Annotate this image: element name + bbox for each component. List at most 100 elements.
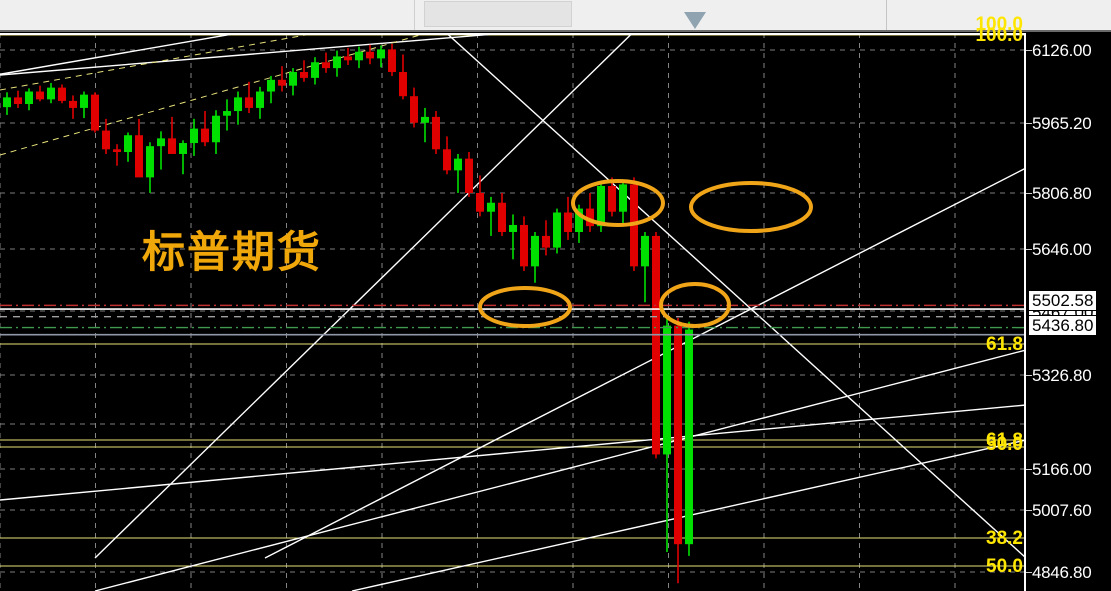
candle-body xyxy=(641,235,649,267)
price-axis-tick xyxy=(1026,123,1032,124)
price-tag: 5502.58 xyxy=(1028,290,1098,311)
price-tag: 5436.80 xyxy=(1028,315,1098,336)
toolbar[interactable] xyxy=(0,0,1111,32)
candle-body xyxy=(454,158,462,171)
candle-body xyxy=(278,79,286,86)
candle-body xyxy=(322,62,330,69)
candle-body xyxy=(487,202,495,212)
candle-body xyxy=(300,72,308,78)
candle-body xyxy=(663,325,671,455)
price-axis-tick xyxy=(1026,249,1032,250)
cursor-marker-icon xyxy=(684,12,706,29)
candle-body xyxy=(509,224,517,233)
candle-body xyxy=(58,87,66,101)
candlestick-chart xyxy=(0,33,1026,591)
candle-body xyxy=(443,149,451,171)
toolbar-separator-left xyxy=(414,0,415,30)
fib-level-label: 100.0 xyxy=(975,25,1023,46)
candle-body xyxy=(432,116,440,150)
candle-body xyxy=(553,212,561,248)
fib-level-label: 50.0 xyxy=(986,434,1023,455)
candle-body xyxy=(135,135,143,178)
candle-series xyxy=(3,43,693,584)
ellipse-support-right xyxy=(659,282,731,328)
dashed-channel-lines xyxy=(0,33,421,156)
candle-body xyxy=(674,325,682,545)
candle-body xyxy=(146,146,154,178)
candle-body xyxy=(157,138,165,147)
candle-body xyxy=(69,100,77,108)
chart-plot-area[interactable] xyxy=(0,33,1026,591)
candle-body xyxy=(256,91,264,108)
candle-body xyxy=(619,184,627,212)
candle-body xyxy=(564,212,572,233)
price-axis-label: 5007.60 xyxy=(1032,501,1092,520)
candle-body xyxy=(410,96,418,123)
candle-body xyxy=(355,51,363,61)
candle-body xyxy=(388,49,396,73)
toolbar-separator-right xyxy=(886,0,887,30)
fib-lines xyxy=(0,34,1026,567)
candle-body xyxy=(366,51,374,59)
candle-body xyxy=(531,235,539,267)
price-axis-label: 5806.80 xyxy=(1032,184,1092,203)
candle-body xyxy=(113,149,121,153)
candle-body xyxy=(465,158,473,193)
candle-body xyxy=(25,91,33,105)
candle-body xyxy=(267,79,275,92)
candle-body xyxy=(245,97,253,108)
candle-body xyxy=(80,94,88,108)
price-axis-tick xyxy=(1026,193,1032,194)
candle-body xyxy=(14,97,22,105)
candle-body xyxy=(3,97,11,108)
price-axis-tick xyxy=(1026,50,1032,51)
candle-body xyxy=(168,138,176,154)
plot-top-border xyxy=(0,33,1026,35)
candle-body xyxy=(399,72,407,97)
price-axis-tick xyxy=(1026,375,1032,376)
ellipse-support-left xyxy=(478,286,572,328)
candle-body xyxy=(223,111,231,116)
candle-body xyxy=(124,135,132,153)
candle-body xyxy=(520,224,528,267)
price-axis-label: 5646.00 xyxy=(1032,240,1092,259)
candle-body xyxy=(190,128,198,144)
toolbar-input-field[interactable] xyxy=(424,1,572,27)
candle-body xyxy=(421,116,429,123)
candle-body xyxy=(333,56,341,69)
ellipse-empty-right xyxy=(689,181,813,233)
candle-body xyxy=(201,128,209,143)
price-axis-tick xyxy=(1026,510,1032,511)
price-marker-lines xyxy=(0,304,1026,336)
price-axis-label: 4846.80 xyxy=(1032,563,1092,582)
candle-body xyxy=(344,56,352,61)
candle-body xyxy=(586,208,594,227)
grid-lines xyxy=(0,33,1026,591)
candle-body xyxy=(575,208,583,233)
price-axis-label: 5166.00 xyxy=(1032,460,1092,479)
candle-body xyxy=(212,115,220,143)
candle-body xyxy=(311,62,319,78)
candle-body xyxy=(652,235,660,455)
fib-level-label: 61.8 xyxy=(986,430,1023,451)
fib-level-label: 50.0 xyxy=(986,556,1023,577)
price-axis-label: 6126.00 xyxy=(1032,41,1092,60)
toolbar-bottom-rule xyxy=(0,30,1111,32)
chart-watermark: 标普期货 xyxy=(142,228,322,278)
candle-body xyxy=(234,97,242,112)
candle-body xyxy=(377,49,385,59)
price-axis-tick xyxy=(1026,469,1032,470)
price-axis-label: 5326.80 xyxy=(1032,366,1092,385)
ellipse-breakdown-upper xyxy=(571,179,665,227)
price-axis-tick xyxy=(1026,572,1032,573)
annotation-ellipses xyxy=(478,179,813,328)
price-axis-label: 5965.20 xyxy=(1032,114,1092,133)
fib-level-label: 38.2 xyxy=(986,528,1023,549)
fib-level-label: 100.0 xyxy=(975,14,1023,35)
candle-body xyxy=(91,94,99,131)
candle-body xyxy=(36,91,44,100)
fib-level-label: 61.8 xyxy=(986,334,1023,355)
candle-body xyxy=(179,143,187,154)
candle-body xyxy=(102,130,110,150)
